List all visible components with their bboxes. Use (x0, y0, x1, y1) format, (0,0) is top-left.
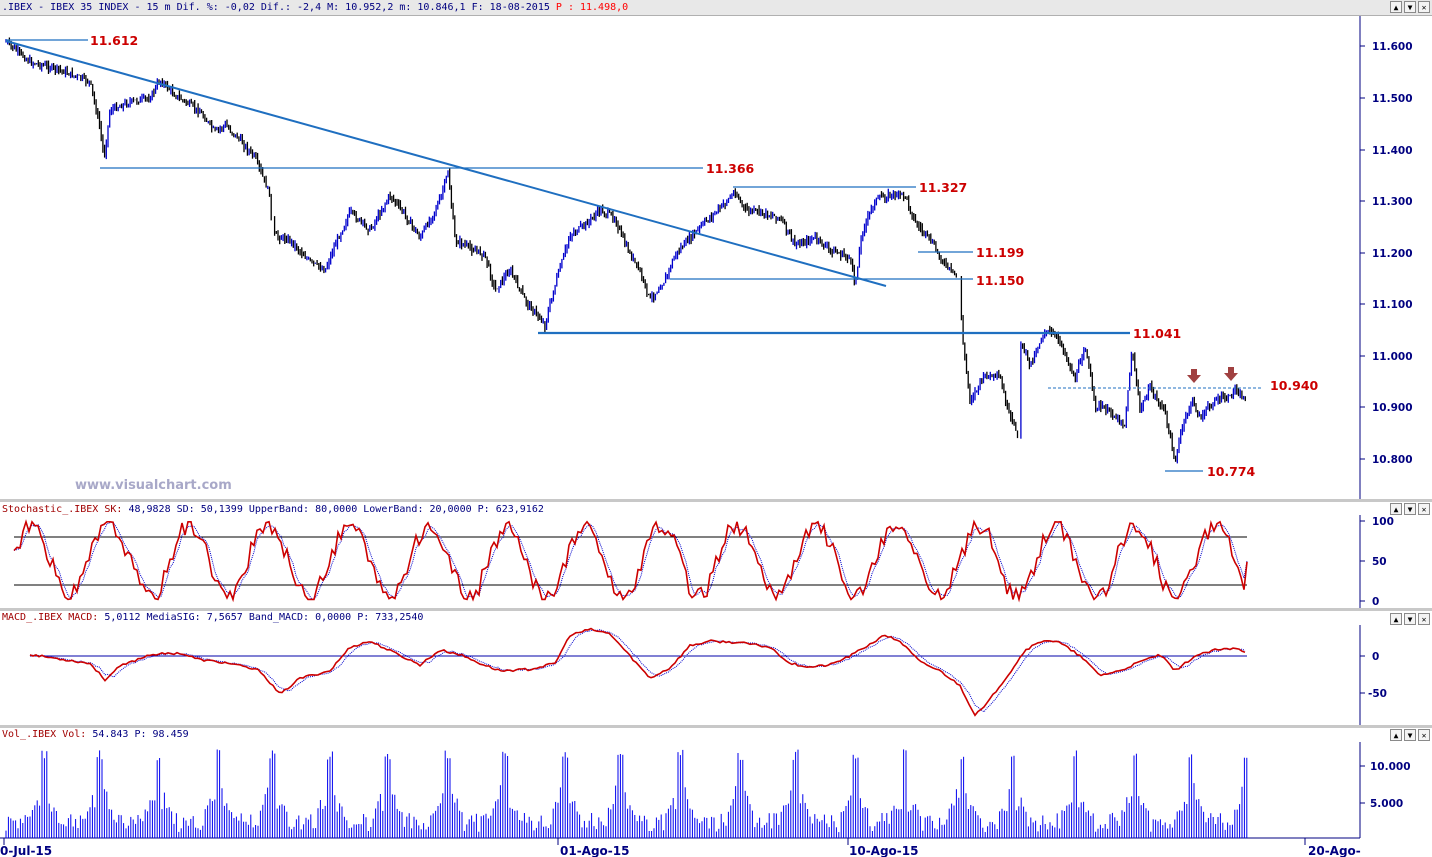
stoch-name: Stochastic_.IBEX SK: (2, 504, 123, 515)
stoch-y-axis: 100 50 0 (1360, 516, 1394, 608)
y-tick-label: 50 (1372, 556, 1387, 568)
maximize-button[interactable]: ▲ (1390, 1, 1402, 13)
vol-name: Vol_.IBEX Vol: (2, 729, 87, 740)
y-tick-label: 11.000 (1372, 351, 1413, 363)
level-lines: 11.612 11.366 11.327 11.199 11.150 11.04… (6, 33, 1319, 479)
level-label: 10.940 (1270, 378, 1319, 393)
panel-separator[interactable] (0, 725, 1432, 728)
y-tick-label: 11.100 (1372, 299, 1413, 311)
y-tick-label: -50 (1368, 688, 1387, 700)
signal-line (29, 629, 1246, 713)
level-label: 11.199 (976, 245, 1024, 260)
close-button[interactable]: ✕ (1418, 503, 1430, 515)
down-arrow-icon (1224, 367, 1238, 381)
y-tick-label: 11.300 (1372, 196, 1413, 208)
maximize-button[interactable]: ▲ (1390, 613, 1402, 625)
macd-chart (29, 627, 1247, 717)
maximize-button[interactable]: ▲ (1390, 503, 1402, 515)
macd-y-axis: 0 -50 (1360, 651, 1387, 700)
price-y-axis: 11.600 11.500 11.400 11.300 11.200 11.10… (1360, 41, 1413, 466)
y-tick-label: 10.000 (1370, 761, 1411, 773)
y-tick-label: 5.000 (1370, 798, 1403, 810)
x-tick-label: 20-Ago- (1308, 844, 1361, 857)
close-button[interactable]: ✕ (1418, 613, 1430, 625)
y-tick-label: 10.800 (1372, 454, 1413, 466)
y-tick-label: 11.500 (1372, 93, 1413, 105)
y-tick-label: 0 (1372, 596, 1379, 608)
level-label: 10.774 (1207, 464, 1256, 479)
stochastic-chart (13, 519, 1248, 603)
y-tick-label: 11.200 (1372, 248, 1413, 260)
window-title-bar: .IBEX - IBEX 35 INDEX - 15 m Dif. %: -0,… (0, 0, 1432, 16)
close-button[interactable]: ✕ (1418, 1, 1430, 13)
x-tick-label: 10-Ago-15 (849, 844, 918, 857)
x-axis: 0-Jul-15 01-Ago-15 10-Ago-15 20-Ago- (0, 838, 1361, 857)
level-label: 11.366 (706, 161, 755, 176)
sk-line (13, 519, 1248, 603)
y-tick-label: 0 (1372, 651, 1379, 663)
minimize-button[interactable]: ▼ (1404, 503, 1416, 515)
y-tick-label: 10.900 (1372, 402, 1413, 414)
price-chart (5, 37, 1246, 464)
watermark: www.visualchart.com (75, 478, 232, 493)
level-label: 11.612 (90, 33, 138, 48)
stoch-values: 48,9828 SD: 50,1399 UpperBand: 80,0000 L… (128, 504, 544, 515)
panel-separator[interactable] (0, 499, 1432, 502)
macd-name: MACD_.IBEX MACD: (2, 612, 99, 623)
minimize-button[interactable]: ▼ (1404, 729, 1416, 741)
symbol-info: .IBEX - IBEX 35 INDEX - 15 m Dif. %: -0,… (2, 2, 550, 13)
y-tick-label: 11.400 (1372, 145, 1413, 157)
level-label: 11.041 (1133, 326, 1181, 341)
stoch-window-buttons: ▲ ▼ ✕ (1390, 503, 1430, 515)
macd-line (29, 627, 1246, 717)
arrow-markers (1187, 367, 1238, 383)
y-tick-label: 11.600 (1372, 41, 1413, 53)
level-label: 11.150 (976, 273, 1025, 288)
x-tick-label: 0-Jul-15 (0, 844, 52, 857)
level-label: 11.327 (919, 180, 967, 195)
trend-line (5, 40, 887, 287)
panel-separator[interactable] (0, 608, 1432, 611)
close-button[interactable]: ✕ (1418, 729, 1430, 741)
stoch-header: Stochastic_.IBEX SK: 48,9828 SD: 50,1399… (2, 504, 544, 515)
x-tick-label: 01-Ago-15 (560, 844, 629, 857)
down-arrow-icon (1187, 369, 1201, 383)
sd-line (13, 521, 1248, 601)
macd-values: 5,0112 MediaSIG: 7,5657 Band_MACD: 0,000… (104, 612, 424, 623)
vol-y-axis: 10.000 5.000 (1360, 761, 1411, 810)
p-value: P : 11.498,0 (555, 2, 629, 13)
maximize-button[interactable]: ▲ (1390, 729, 1402, 741)
macd-header: MACD_.IBEX MACD: 5,0112 MediaSIG: 7,5657… (2, 612, 423, 623)
vol-header: Vol_.IBEX Vol: 54.843 P: 98.459 (2, 729, 189, 740)
macd-window-buttons: ▲ ▼ ✕ (1390, 613, 1430, 625)
window-buttons: ▲ ▼ ✕ (1390, 1, 1430, 13)
y-tick-label: 100 (1372, 516, 1394, 528)
volume-chart (5, 749, 1248, 838)
minimize-button[interactable]: ▼ (1404, 1, 1416, 13)
minimize-button[interactable]: ▼ (1404, 613, 1416, 625)
vol-values: 54.843 P: 98.459 (92, 729, 189, 740)
vol-window-buttons: ▲ ▼ ✕ (1390, 729, 1430, 741)
